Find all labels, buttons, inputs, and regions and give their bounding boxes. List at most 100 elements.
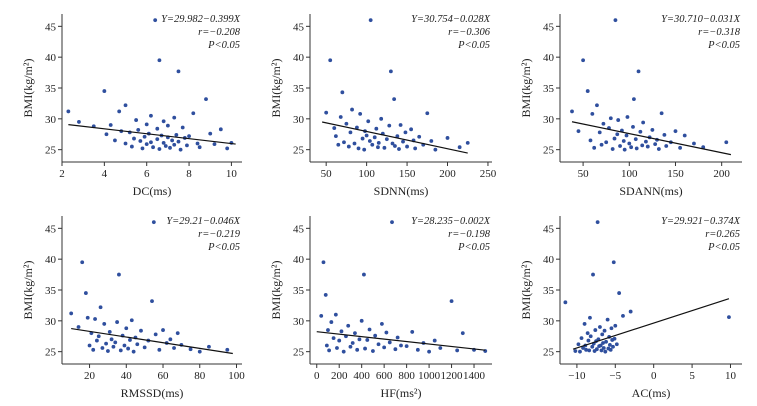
data-point <box>576 129 581 134</box>
data-point <box>142 134 147 139</box>
correlation-coefficient: r=−0.318 <box>698 27 741 38</box>
data-point <box>372 135 377 140</box>
data-point <box>682 133 687 138</box>
y-tick-label: 40 <box>45 254 57 266</box>
data-point <box>357 337 362 342</box>
data-point <box>161 119 166 124</box>
data-point <box>563 300 568 305</box>
data-point <box>328 58 333 63</box>
data-point <box>582 322 587 326</box>
x-axis-label: SDANN(ms) <box>619 184 682 198</box>
data-point <box>445 136 450 140</box>
data-point <box>151 220 156 225</box>
x-tick-label: 50 <box>321 168 333 180</box>
correlation-coefficient: r=−0.219 <box>198 229 241 240</box>
data-point <box>724 140 729 145</box>
data-point <box>197 349 202 354</box>
y-tick-label: 35 <box>45 285 57 297</box>
data-point <box>595 103 599 108</box>
data-point <box>172 346 176 350</box>
data-point <box>124 326 129 331</box>
data-point <box>622 147 627 152</box>
data-point <box>170 138 175 143</box>
data-point <box>195 141 200 146</box>
data-point <box>460 331 465 336</box>
data-point <box>382 345 387 350</box>
data-point <box>373 333 378 338</box>
y-tick-label: 30 <box>543 114 555 126</box>
y-tick-label: 25 <box>543 145 555 157</box>
data-point <box>168 145 172 150</box>
data-point <box>673 129 678 134</box>
data-point <box>342 140 346 145</box>
data-point <box>329 320 334 324</box>
data-point <box>340 90 345 95</box>
y-tick-label: 30 <box>543 316 555 328</box>
data-point <box>611 260 616 265</box>
data-point <box>123 103 128 108</box>
data-point <box>370 142 375 147</box>
y-tick-label: 45 <box>293 21 305 33</box>
data-point <box>104 132 109 137</box>
y-tick-label: 30 <box>45 316 57 328</box>
data-point <box>96 334 101 339</box>
y-axis-label: BMI(kg/m²) <box>519 59 533 118</box>
p-value: P<0.05 <box>457 242 490 253</box>
regression-line <box>571 121 732 156</box>
chart-panel-2: 50 100 150 200 250 25 30 35 40 45 SDNN(ms) BMI(kg/m… <box>269 14 497 198</box>
data-point <box>659 111 664 116</box>
x-axis-label: DC(ms) <box>133 184 172 198</box>
data-point <box>594 347 599 352</box>
data-point <box>346 323 351 328</box>
regression-equation: Y=30.754−0.028X <box>411 14 491 25</box>
data-point <box>207 344 211 349</box>
data-point <box>578 349 582 354</box>
data-point <box>586 338 591 343</box>
data-point <box>151 145 155 150</box>
x-tick-label: 600 <box>376 370 393 382</box>
data-point <box>362 272 366 277</box>
y-tick-label: 35 <box>45 83 57 95</box>
data-point <box>338 115 343 119</box>
y-tick-label: 35 <box>293 285 305 297</box>
data-point <box>392 97 397 101</box>
data-point <box>91 347 96 352</box>
data-point <box>348 344 353 349</box>
data-point <box>604 140 609 145</box>
data-point <box>123 141 128 146</box>
data-point <box>455 348 460 353</box>
x-tick-label: 150 <box>667 168 684 180</box>
data-point <box>387 123 392 128</box>
chart-panel-4: 20 40 60 80 100 25 30 35 40 45 RMSSD(ms) BMI(kg/m²)… <box>21 216 245 400</box>
data-point <box>465 140 470 145</box>
data-point <box>618 144 622 148</box>
data-point <box>100 346 105 350</box>
data-point <box>615 132 620 137</box>
data-point <box>628 309 633 314</box>
y-tick-label: 35 <box>543 285 555 297</box>
p-value: P<0.05 <box>707 40 740 51</box>
data-point <box>117 272 121 277</box>
data-point <box>108 123 113 127</box>
x-tick-label: 10 <box>725 370 737 382</box>
data-point <box>611 344 615 349</box>
data-point <box>599 142 604 147</box>
data-point <box>610 147 615 151</box>
chart-panel-6: −10 −5 0 5 10 25 30 35 40 45 AC(ms) BMI(kg/m²) Y=29.… <box>519 216 742 400</box>
data-point <box>662 132 667 137</box>
x-tick-label: 40 <box>121 370 133 382</box>
data-point <box>107 330 112 334</box>
data-point <box>371 349 375 353</box>
regression-equation: Y=29.21−0.046X <box>166 216 240 227</box>
x-tick-label: 100 <box>358 168 375 180</box>
data-point <box>113 340 118 345</box>
data-point <box>139 328 143 333</box>
x-axis-label: AC(ms) <box>632 386 671 400</box>
data-point <box>126 346 131 351</box>
x-tick-label: 60 <box>158 370 170 382</box>
data-point <box>376 140 381 145</box>
data-point <box>118 348 123 353</box>
data-point <box>153 332 158 337</box>
data-point <box>106 349 110 353</box>
data-point <box>376 342 381 347</box>
